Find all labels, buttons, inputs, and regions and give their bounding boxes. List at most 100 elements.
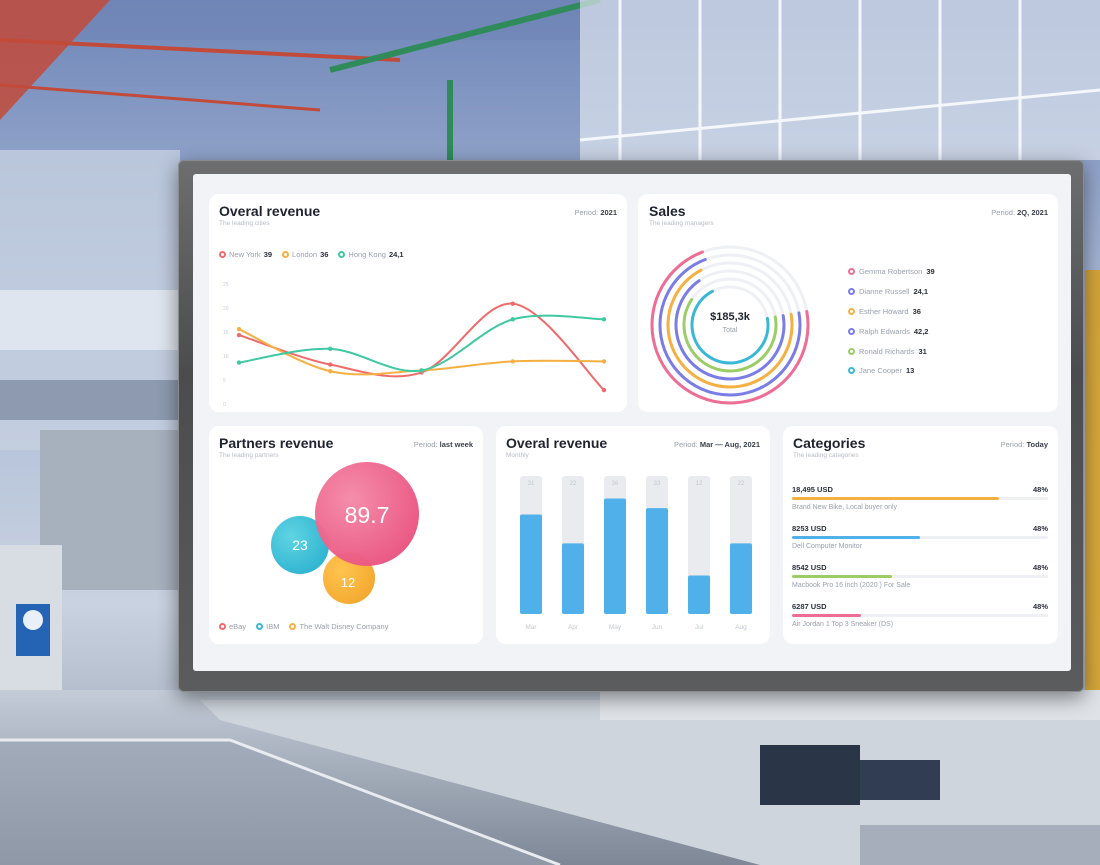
ring-arc (682, 277, 778, 373)
category-progress-track (792, 575, 1048, 578)
category-percent: 48% (1032, 485, 1048, 494)
series-point (601, 387, 607, 393)
sales-card: Sales The leading managers Period: 2Q, 2… (638, 194, 1058, 412)
category-item[interactable]: 8542 USD 48% Macbook Pro 16 inch (2020 ) F… (792, 563, 1048, 589)
series-point (328, 346, 333, 352)
period-label: Period: (1000, 440, 1025, 449)
legend-item: New York 39 (219, 250, 272, 259)
legend-label: Hong Kong (348, 250, 386, 259)
period-value: Mar — Aug, 2021 (699, 440, 760, 449)
category-progress-track (792, 536, 1048, 539)
legend-value: 24,1 (388, 250, 404, 259)
category-percent: 48% (1032, 602, 1048, 611)
series-point (510, 301, 515, 306)
legend-marker (848, 367, 855, 375)
category-header: 18,495 USD 48% (792, 485, 1048, 494)
legend-value: 36 (320, 250, 329, 259)
period-value: 2Q, 2021 (1017, 208, 1048, 217)
chart-legend: New York 39 London 36 Hong Kong 24,1 (219, 250, 404, 259)
partners-bubble-chart: 23 12 89.7 (271, 462, 419, 604)
bar (520, 514, 542, 614)
list-item: Jane Cooper 13 (848, 361, 935, 381)
period-selector[interactable]: Period: Today (1001, 440, 1048, 449)
y-tick-label: 25 (223, 282, 229, 288)
manager-name: Jane Cooper (859, 366, 902, 376)
legend-marker (289, 623, 297, 630)
series-point (601, 317, 607, 322)
ring-arc (658, 253, 802, 397)
legend-value: 39 (263, 250, 273, 259)
monthly-bar-chart: 31 Mar 22 Apr 36 May 33 Jun 12 Jul 22 Aug (520, 476, 752, 631)
category-item[interactable]: 8253 USD 48% Dell Computer Monitor (792, 524, 1048, 550)
category-progress-fill (792, 614, 862, 617)
period-label: Period: (673, 440, 698, 449)
category-percent: 48% (1032, 524, 1048, 533)
ring-arc (666, 261, 794, 389)
card-subtitle: The leading managers (649, 220, 714, 227)
monthly-revenue-card: Overal revenue Monthly Period: Mar — Aug… (496, 426, 770, 644)
legend-item: IBM (256, 622, 279, 631)
period-selector[interactable]: Period: 2021 (574, 208, 617, 217)
x-tick-label: Jun (652, 624, 663, 631)
category-progress-track (792, 614, 1048, 617)
category-description: Dell Computer Monitor (792, 543, 863, 550)
category-amount: 8542 USD (792, 563, 827, 572)
sales-radial-chart: $185,3k Total (650, 245, 810, 405)
category-item[interactable]: 18,495 USD 48% Brand New Bike, Local buyer… (792, 485, 1048, 511)
series-point (510, 359, 515, 364)
manager-name: Gemma Robertson (859, 267, 923, 277)
period-value: last week (439, 440, 473, 449)
y-tick-label: 15 (223, 330, 229, 336)
card-title: Categories (793, 435, 866, 451)
manager-value: 24,1 (913, 287, 929, 297)
card-subtitle: The leading partners (219, 452, 279, 459)
card-title: Overal revenue (219, 203, 321, 219)
card-subtitle: Monthly (506, 452, 529, 459)
category-amount: 8253 USD (792, 524, 827, 533)
legend-label: eBay (229, 622, 247, 631)
manager-value: 36 (912, 306, 921, 316)
category-progress-fill (792, 497, 1000, 500)
bar (562, 543, 584, 614)
series-point (328, 369, 333, 374)
manager-name: Dianne Russell (859, 287, 910, 297)
x-tick-label: Jul (695, 624, 704, 631)
category-description: Brand New Bike, Local buyer only (792, 504, 898, 511)
bubble-ibm (271, 516, 329, 574)
card-subtitle: The leading categories (793, 452, 859, 459)
legend-marker (256, 623, 264, 630)
category-amount: 6287 USD (792, 602, 827, 611)
period-selector[interactable]: Period: 2Q, 2021 (991, 208, 1048, 217)
total-label: Total (723, 327, 738, 334)
bar-value-label: 12 (696, 481, 703, 487)
legend-label: London (292, 250, 318, 259)
bar (730, 543, 752, 614)
bar (604, 498, 626, 614)
period-label: Period: (991, 208, 1016, 217)
legend-marker (848, 307, 855, 315)
x-tick-label: Apr (568, 624, 579, 631)
series-point (510, 317, 515, 322)
category-item[interactable]: 6287 USD 48% Air Jordan 1 Top 3 Sneaker (D… (792, 602, 1048, 628)
categories-card: Categories The leading categories Period… (783, 426, 1058, 644)
list-item: Esther Howard 36 (848, 302, 935, 322)
period-selector[interactable]: Period: last week (414, 440, 473, 449)
bar-value-label: 36 (612, 481, 619, 487)
category-header: 8253 USD 48% (792, 524, 1048, 533)
y-tick-label: 0 (223, 402, 226, 408)
bar-value-label: 31 (528, 481, 535, 487)
card-title: Partners revenue (219, 435, 334, 451)
manager-value: 31 (918, 346, 927, 356)
x-tick-label: Mar (525, 624, 537, 631)
bar-value-label: 22 (570, 481, 577, 487)
bar (688, 575, 710, 614)
legend-item: London 36 (282, 250, 328, 259)
manager-value: 42,2 (913, 326, 929, 336)
revenue-line-chart: 2520151050JulJulJulJulJul (223, 282, 607, 408)
period-label: Period: (574, 208, 599, 217)
ring-arc (690, 285, 770, 365)
period-selector[interactable]: Period: Mar — Aug, 2021 (674, 440, 760, 449)
manager-name: Ralph Edwards (859, 326, 910, 336)
legend-label: The Walt Disney Company (299, 622, 389, 631)
